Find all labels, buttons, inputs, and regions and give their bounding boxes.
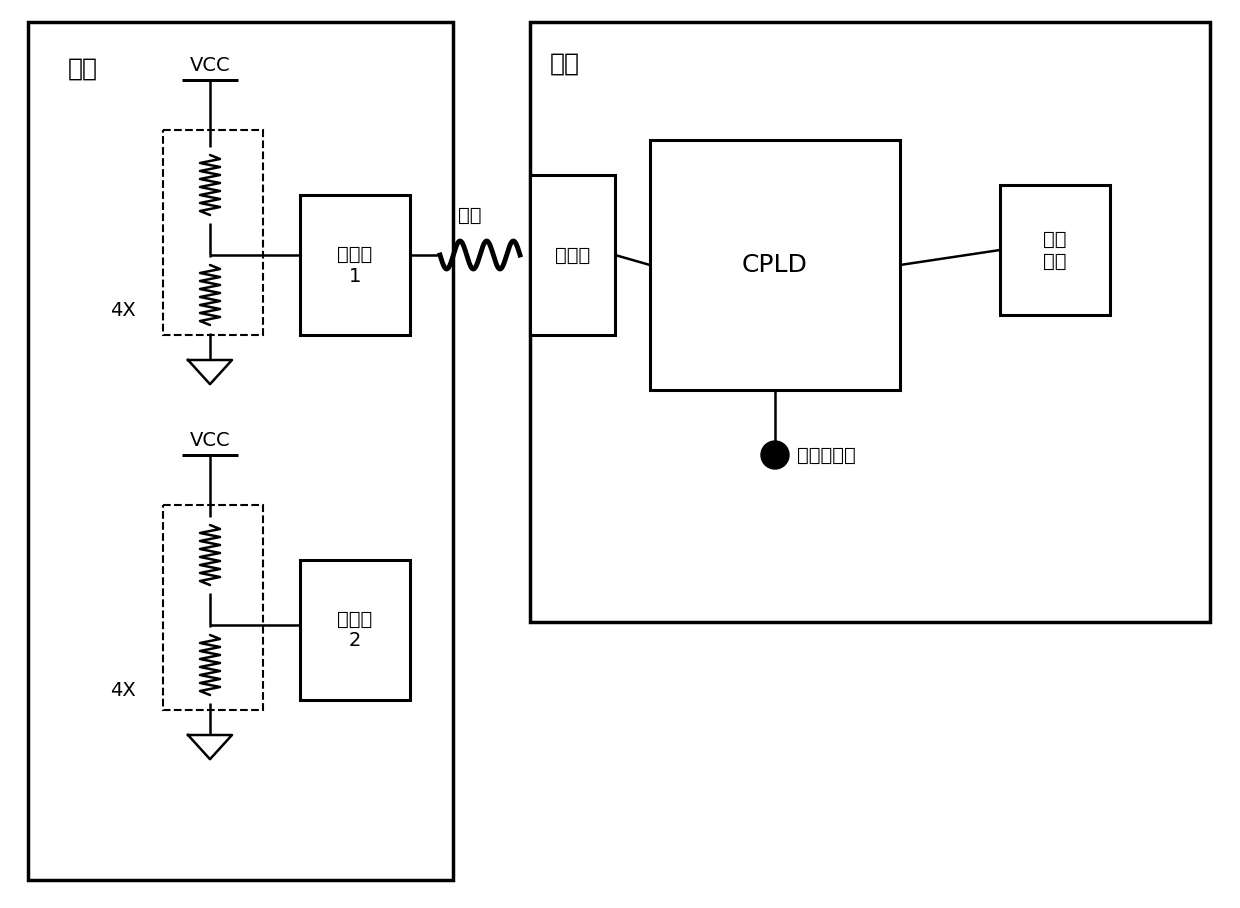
Bar: [999, 185, 1110, 315]
Bar: [162, 505, 263, 710]
Text: 硬盘状态灯: 硬盘状态灯: [797, 446, 856, 465]
Circle shape: [761, 441, 789, 469]
Text: 背板: 背板: [551, 52, 580, 76]
Text: 拨码
开关: 拨码 开关: [1043, 230, 1066, 271]
Text: 线缆: 线缆: [459, 206, 482, 225]
Text: 4X: 4X: [110, 680, 135, 699]
Bar: [650, 140, 900, 390]
Text: 4X: 4X: [110, 301, 135, 320]
Bar: [29, 22, 453, 880]
Bar: [300, 195, 410, 335]
Bar: [529, 175, 615, 335]
Bar: [162, 130, 263, 335]
Text: 连接器
1: 连接器 1: [337, 244, 373, 285]
Bar: [529, 22, 1210, 622]
Text: 连接器
2: 连接器 2: [337, 609, 373, 650]
Text: 主板: 主板: [68, 57, 98, 81]
Bar: [300, 560, 410, 700]
Text: VCC: VCC: [190, 56, 231, 75]
Text: 连接器: 连接器: [554, 245, 590, 264]
Text: CPLD: CPLD: [742, 253, 808, 277]
Text: VCC: VCC: [190, 431, 231, 450]
